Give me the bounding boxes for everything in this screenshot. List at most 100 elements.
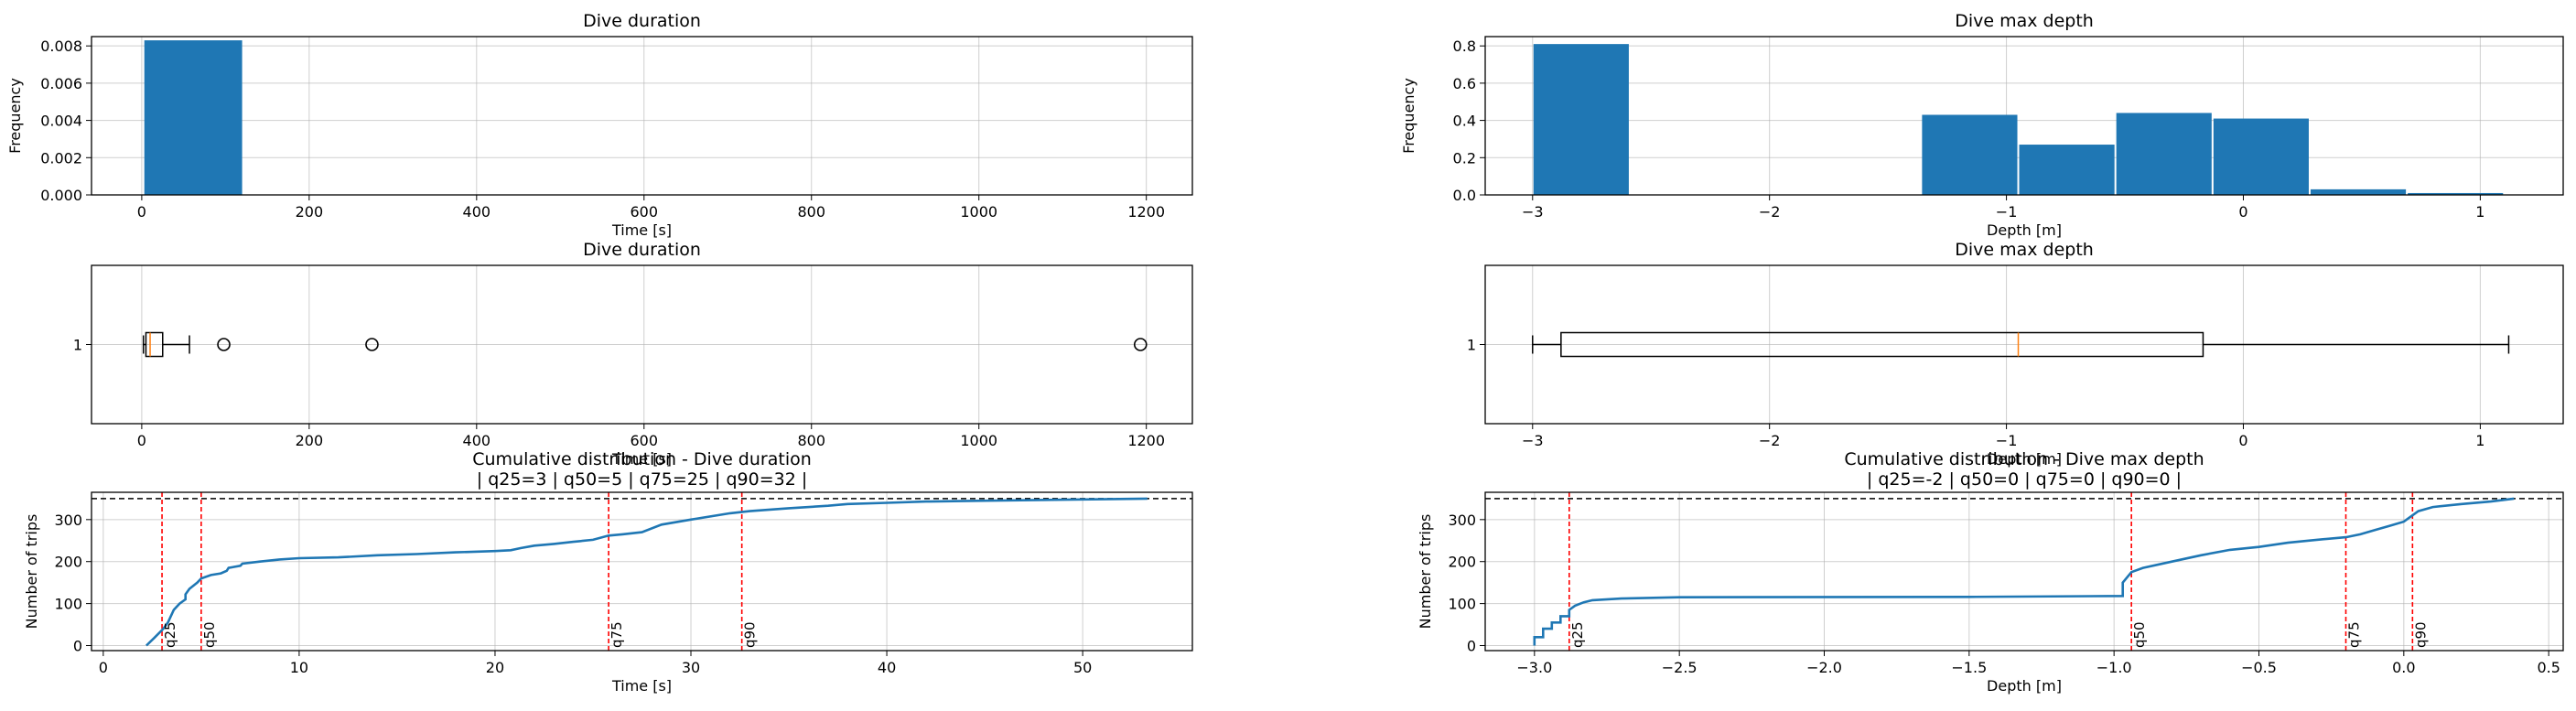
y-axis-label: Number of trips	[23, 514, 40, 630]
chart-0: 0 200 400 600 800 1000 1200 0.000 0.002 0.004 0.00…	[6, 11, 1193, 239]
y-tick-label: 0.4	[1453, 113, 1476, 130]
x-tick-label: −2	[1759, 203, 1781, 221]
x-tick-label: −2.0	[1806, 659, 1842, 676]
y-tick-label: 0.006	[40, 75, 82, 92]
x-tick-label: −1	[1996, 432, 2018, 449]
y-tick-label: 0	[1467, 637, 1476, 654]
quantile-label: q75	[2346, 621, 2363, 648]
histogram-bar	[2408, 192, 2504, 195]
plot-area	[1533, 44, 2504, 195]
cumulative-series-line	[1533, 497, 2515, 646]
x-tick-label: −3	[1522, 203, 1544, 221]
x-tick-label: 0	[137, 432, 146, 449]
axes-frame	[1484, 491, 2564, 652]
chart-3: −3 −2 −1 0 1 1 Dive max depth Depth [m]	[1467, 240, 2564, 468]
x-tick-label: −1	[1996, 203, 2018, 221]
cumulative-series-line	[145, 497, 1148, 647]
x-tick-label: −3.0	[1516, 659, 1552, 676]
x-axis-label: Time [s]	[611, 450, 672, 468]
y-tick-label: 1	[1467, 337, 1476, 354]
y-tick-label: 100	[54, 596, 82, 613]
plot-area	[92, 492, 1192, 651]
axes-frame	[1484, 36, 2564, 196]
x-tick-label: 40	[878, 659, 896, 676]
y-tick-label: 0.000	[40, 187, 82, 204]
x-tick-label: 800	[797, 432, 825, 449]
y-tick-label: 0.008	[40, 38, 82, 55]
plot-area	[144, 40, 243, 195]
x-tick-label: −1.0	[2096, 659, 2132, 676]
x-tick-label: 1000	[960, 432, 997, 449]
x-tick-label: 400	[463, 432, 491, 449]
x-tick-label: 0.0	[2392, 659, 2415, 676]
x-tick-label: −1.5	[1951, 659, 1987, 676]
x-tick-label: 1	[2475, 432, 2484, 449]
chart-title: Dive duration	[583, 11, 701, 31]
x-tick-label: −2	[1759, 432, 1781, 449]
quantile-label: q25	[162, 621, 178, 648]
y-tick-label: 0.8	[1453, 38, 1476, 55]
x-tick-label: 20	[486, 659, 504, 676]
quantile-label: q75	[609, 621, 625, 648]
chart-subtitle: | q25=3 | q50=5 | q75=25 | q90=32 |	[477, 469, 807, 490]
x-axis-label: Depth [m]	[1987, 450, 2062, 468]
x-tick-label: 1	[2475, 203, 2484, 221]
x-tick-label: 30	[682, 659, 700, 676]
x-axis-label: Depth [m]	[1987, 221, 2062, 239]
y-tick-label: 300	[54, 512, 82, 529]
y-tick-label: 300	[1448, 512, 1476, 529]
histogram-bar	[1533, 44, 1629, 195]
x-tick-label: 1200	[1127, 203, 1165, 221]
y-axis-label: Number of trips	[1417, 514, 1434, 630]
y-tick-label: 1	[73, 337, 82, 354]
y-axis-label: Frequency	[6, 78, 24, 154]
x-axis-label: Time [s]	[611, 221, 672, 239]
histogram-bar	[1922, 114, 2018, 195]
x-tick-label: 10	[290, 659, 308, 676]
x-tick-label: 0	[2238, 203, 2247, 221]
x-tick-label: 800	[797, 203, 825, 221]
x-tick-label: 0	[99, 659, 108, 676]
axes-frame	[91, 491, 1193, 652]
box-iqr	[1560, 331, 2204, 358]
y-tick-label: 0.002	[40, 149, 82, 167]
x-tick-label: 1200	[1127, 432, 1165, 449]
chart-2: 0 200 400 600 800 1000 1200 1 Dive duration Time …	[73, 240, 1193, 468]
quantile-label: q50	[2131, 621, 2148, 648]
x-tick-label: −0.5	[2241, 659, 2277, 676]
x-tick-label: 600	[631, 203, 659, 221]
chart-title: Dive max depth	[1955, 11, 2094, 31]
y-tick-label: 0.004	[40, 113, 82, 130]
y-tick-label: 0	[73, 637, 82, 654]
chart-5: q25 q50 q75 q90 −3.0 −2.5 −2.0 −1.5 −1.0 −0.5 0.0 0…	[1417, 449, 2564, 695]
chart-title: Cumulative distribution - Dive max depth	[1844, 449, 2204, 469]
plot-area	[142, 331, 1148, 358]
y-tick-label: 200	[1448, 554, 1476, 571]
x-axis-label: Depth [m]	[1987, 677, 2062, 695]
x-axis-label: Time [s]	[611, 677, 672, 695]
plot-area	[1485, 492, 2563, 651]
outlier-point	[217, 338, 231, 351]
quantile-label: q90	[742, 621, 759, 648]
quantile-label: q25	[1569, 621, 1586, 648]
x-tick-label: 400	[463, 203, 491, 221]
chart-1: −3 −2 −1 0 1 0.0 0.2 0.4 0.6 0.8 Dive max depth Dep…	[1400, 11, 2564, 239]
x-tick-label: −2.5	[1662, 659, 1698, 676]
quantile-label: q90	[2412, 621, 2429, 648]
histogram-bar	[2019, 145, 2115, 195]
x-tick-label: −3	[1522, 432, 1544, 449]
y-tick-label: 0.0	[1453, 187, 1476, 204]
quantile-label: q50	[201, 621, 218, 648]
histogram-bar	[2213, 118, 2309, 195]
histogram-bar	[2310, 189, 2407, 195]
chart-4: q25 q50 q75 q90 0 10 20 30 40 50 0 100 200 300 Cumulat…	[23, 449, 1193, 695]
chart-title: Cumulative distribution - Dive duration	[472, 449, 812, 469]
chart-title: Dive max depth	[1955, 240, 2094, 260]
x-tick-label: 600	[631, 432, 659, 449]
x-tick-label: 1000	[960, 203, 997, 221]
y-axis-label: Frequency	[1400, 78, 1417, 154]
y-tick-label: 0.2	[1453, 149, 1476, 167]
y-tick-label: 100	[1448, 596, 1476, 613]
x-tick-label: 200	[296, 432, 324, 449]
